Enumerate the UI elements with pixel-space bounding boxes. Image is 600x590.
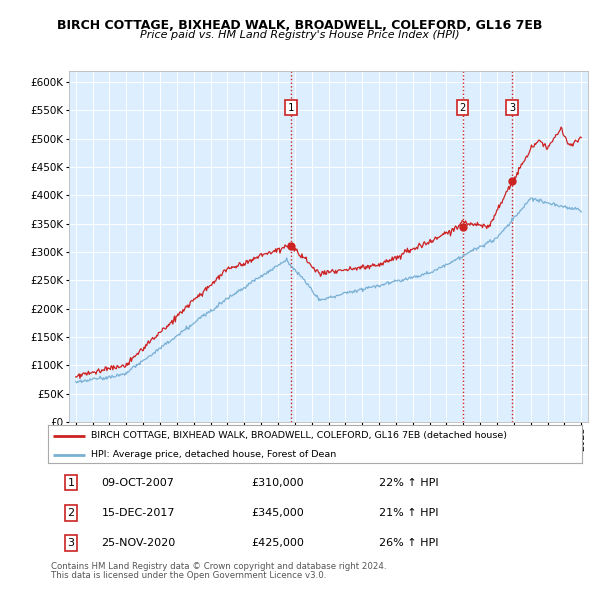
Text: BIRCH COTTAGE, BIXHEAD WALK, BROADWELL, COLEFORD, GL16 7EB (detached house): BIRCH COTTAGE, BIXHEAD WALK, BROADWELL, … [91, 431, 507, 440]
Text: 26% ↑ HPI: 26% ↑ HPI [379, 538, 439, 548]
Text: £425,000: £425,000 [251, 538, 304, 548]
Text: £345,000: £345,000 [251, 508, 304, 518]
Text: Price paid vs. HM Land Registry's House Price Index (HPI): Price paid vs. HM Land Registry's House … [140, 30, 460, 40]
Text: 2: 2 [460, 103, 466, 113]
Text: BIRCH COTTAGE, BIXHEAD WALK, BROADWELL, COLEFORD, GL16 7EB: BIRCH COTTAGE, BIXHEAD WALK, BROADWELL, … [58, 19, 542, 32]
Text: 09-OCT-2007: 09-OCT-2007 [101, 477, 174, 487]
Text: This data is licensed under the Open Government Licence v3.0.: This data is licensed under the Open Gov… [51, 571, 326, 580]
Text: £310,000: £310,000 [251, 477, 304, 487]
Text: 3: 3 [509, 103, 515, 113]
Text: 2: 2 [67, 508, 74, 518]
Text: 22% ↑ HPI: 22% ↑ HPI [379, 477, 439, 487]
Text: Contains HM Land Registry data © Crown copyright and database right 2024.: Contains HM Land Registry data © Crown c… [51, 562, 386, 571]
Text: 21% ↑ HPI: 21% ↑ HPI [379, 508, 439, 518]
Text: 3: 3 [67, 538, 74, 548]
Text: 1: 1 [288, 103, 294, 113]
Text: 15-DEC-2017: 15-DEC-2017 [101, 508, 175, 518]
Text: HPI: Average price, detached house, Forest of Dean: HPI: Average price, detached house, Fore… [91, 450, 336, 459]
Text: 25-NOV-2020: 25-NOV-2020 [101, 538, 176, 548]
Text: 1: 1 [67, 477, 74, 487]
